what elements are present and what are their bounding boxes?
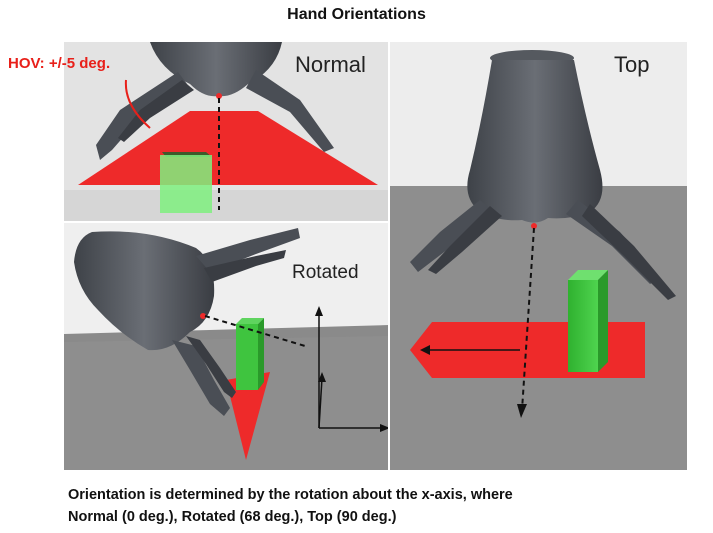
rotated-hand-lower-finger-2	[186, 336, 236, 398]
top-object	[568, 280, 598, 372]
figure-title: Hand Orientations	[287, 6, 426, 23]
hov-annotation: HOV: +/-5 deg.	[8, 55, 111, 72]
axis-x-arrowhead	[380, 424, 390, 432]
rotated-hand-body	[74, 231, 215, 351]
axis-y-arrowhead	[318, 372, 326, 382]
normal-floor	[64, 190, 389, 222]
panel-label-rotated: Rotated	[292, 262, 359, 283]
normal-fov-plane	[78, 111, 378, 185]
top-hand-finger-left-2	[428, 206, 502, 274]
top-hand-body	[467, 60, 603, 223]
panel-rotated: Rotated	[64, 222, 390, 470]
top-direction-arrowhead	[420, 345, 430, 355]
panel-normal: Normal	[64, 42, 389, 222]
top-hand-finger-left	[410, 200, 496, 272]
panel-label-top: Top	[614, 52, 649, 77]
top-object-top	[568, 270, 608, 280]
axis-z-arrowhead	[315, 306, 323, 316]
top-camera-dot	[531, 223, 537, 229]
top-axis-arrowhead	[517, 404, 527, 418]
rotated-object	[236, 324, 258, 390]
normal-hand-finger-inner-left	[118, 80, 194, 142]
normal-hand-finger-right	[246, 70, 334, 152]
top-hand-finger-right-2	[582, 204, 676, 300]
panel-top: Top	[389, 42, 687, 470]
normal-object	[160, 155, 212, 213]
figure-caption: Orientation is determined by the rotatio…	[68, 484, 698, 528]
rotated-object-side	[258, 318, 264, 390]
rotated-hand-upper-finger-2	[204, 250, 286, 282]
rotated-fov-plane	[226, 372, 270, 460]
rotated-hand-lower-finger	[172, 340, 230, 416]
panel-label-normal: Normal	[295, 52, 366, 77]
caption-line-1: Orientation is determined by the rotatio…	[68, 487, 513, 503]
normal-camera-dot	[216, 93, 222, 99]
top-optical-axis	[521, 227, 535, 411]
rotated-camera-dot	[200, 313, 206, 319]
caption-line-2: Normal (0 deg.), Rotated (68 deg.), Top …	[68, 509, 397, 525]
rotated-object-top	[236, 318, 264, 324]
rotated-hand-upper-finger	[196, 228, 300, 272]
hov-pointer-line	[124, 79, 151, 129]
axis-y	[318, 377, 323, 429]
top-object-side	[598, 270, 608, 372]
